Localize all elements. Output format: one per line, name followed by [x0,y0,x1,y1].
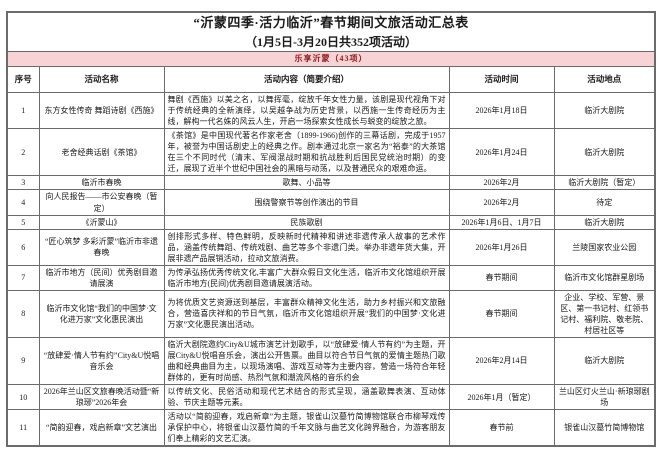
activity-content-cell: 临沂大剧院邀约City&U城市演艺计划歌手，以“放肆爱·情人节有约”为主题，开展… [163,336,450,385]
activity-place-cell: 临沂大剧院 [553,128,656,177]
row-number-cell: 6 [6,228,40,266]
activity-time-cell: 2026年2月 [448,175,555,191]
activity-content-cell: 歌舞、小品等 [163,175,450,191]
activity-time-cell: 春节前 [448,409,555,447]
activity-time-cell: 2026年1月6日、1月7日 [448,214,555,230]
title-row: “沂蒙四季·活力临沂”春节期间文旅活动汇总表 （1月5日-3月20日共352项活… [6,11,656,53]
activity-summary-table: “沂蒙四季·活力临沂”春节期间文旅活动汇总表 （1月5日-3月20日共352项活… [6,11,657,448]
header-row: 序号 活动名称 活动内容（简要介绍） 活动时间 活动地点 [6,65,656,94]
row-number-cell: 4 [6,189,40,216]
activity-time-cell: 2026年1月26日 [448,228,555,266]
activity-content-cell: 《茶馆》是中国现代著名作家老舍（1899-1966)创作的三幕话剧，完成于195… [163,128,450,177]
activity-place-cell: 临沂大剧院（暂定） [553,175,656,191]
activity-name-cell: 东方女性传奇 舞蹈诗剧《西施》 [38,92,165,130]
activity-place-cell: 临沂大剧院 [553,336,656,385]
table-row: 5 《沂蒙山》 民族歌剧 2026年1月6日、1月7日 临沂大剧院 [6,214,656,230]
row-number-cell: 2 [6,128,40,177]
table-row: 4 向人民报告——市公安春晚（暂定） 围绕警察节等创作演出的节目 2026年2月… [6,189,656,216]
column-header-time: 活动时间 [448,65,555,94]
activity-place-cell: 临沂大剧院 [553,214,656,230]
activity-content-cell: 以传统文化、民俗活动和现代艺术结合的形式呈现，涵盖歌舞表演、互动体验、节庆主题等… [163,383,450,411]
column-header-name: 活动名称 [38,65,165,94]
activity-name-cell: “匠心筑梦 多彩沂蒙”临沂市非遗春晚 [38,228,165,266]
table-row: 10 2026年兰山区文旅春晚活动暨“新琅琊”2026年会 以传统文化、民俗活动… [6,383,656,411]
row-number-cell: 7 [6,264,40,291]
table-row: 7 临沂市地方（民间）优秀剧目邀请展演 为传承弘扬优秀传统文化,丰富广大群众假日… [6,264,656,291]
activity-content-cell: 舞剧《西施》以美之名，以舞挥毫，绽放千年女性力量，该剧是现代视角下对于传统经典的… [163,92,450,130]
activity-place-cell: 临沂市文化馆群星剧场 [553,264,656,291]
activity-content-cell: 为传承弘扬优秀传统文化,丰富广大群众假日文化生活，临沂市文化馆组织开展临沂市地方… [163,264,450,291]
row-number-cell: 9 [6,336,40,385]
section-banner: 乐享沂蒙（43项） [6,51,656,67]
row-number-cell: 1 [6,92,40,130]
section-banner-row: 乐享沂蒙（43项） [6,51,656,67]
activity-content-cell: 围绕警察节等创作演出的节目 [163,189,450,216]
row-number-cell: 8 [6,289,40,338]
activity-time-cell: 2026年1月18日 [448,92,555,130]
table-row: 6 “匠心筑梦 多彩沂蒙”临沂市非遗春晚 创排形式多样、特色鲜明，反映新时代精神… [6,228,656,266]
activity-place-cell: 兰山区灯火兰山·新琅琊剧场 [553,383,656,411]
activity-place-cell: 待定 [553,189,656,216]
table-row: 11 “简韵迎春，戏启新章”文艺演出 活动以“简韵迎春，戏启新章”为主题，银雀山… [6,409,656,447]
activity-time-cell: 2026年2月 [448,189,555,216]
table-row: 2 老舍经典话剧《茶馆》 《茶馆》是中国现代著名作家老舍（1899-1966)创… [6,128,656,177]
activity-name-cell: 2026年兰山区文旅春晚活动暨“新琅琊”2026年会 [38,383,165,411]
activity-name-cell: 老舍经典话剧《茶馆》 [38,128,165,177]
table-row: 1 东方女性传奇 舞蹈诗剧《西施》 舞剧《西施》以美之名，以舞挥毫，绽放千年女性… [6,92,656,130]
activity-name-cell: 临沂市文化馆“我们的中国梦·文化进万家”文化惠民演出 [38,289,165,338]
activity-content-cell: 创排形式多样、特色鲜明，反映新时代精神和讲述非遗传承人故事的艺术作品，涵盖传统舞… [163,228,450,266]
title-cell: “沂蒙四季·活力临沂”春节期间文旅活动汇总表 （1月5日-3月20日共352项活… [6,11,656,53]
activity-name-cell: 向人民报告——市公安春晚（暂定） [38,189,165,216]
activity-place-cell: 企业、学校、军营、景区、第一书记村、红领书记村、福利院、敬老院、村居社区等 [553,289,656,338]
activity-time-cell: 2026年1月24日 [448,128,555,177]
table-row: 8 临沂市文化馆“我们的中国梦·文化进万家”文化惠民演出 为将优质文艺资源送到基… [6,289,656,338]
activity-time-cell: 春节期间 [448,289,555,338]
activity-place-cell: 兰陵国家农业公园 [553,228,656,266]
activity-name-cell: 《沂蒙山》 [38,214,165,230]
activity-content-cell: 民族歌剧 [163,214,450,230]
table-title: “沂蒙四季·活力临沂”春节期间文旅活动汇总表 [193,15,469,30]
row-number-cell: 5 [6,214,40,230]
table-row: 3 临沂市春晚 歌舞、小品等 2026年2月 临沂大剧院（暂定） [6,175,656,191]
column-header-no: 序号 [6,65,40,94]
column-header-content: 活动内容（简要介绍） [163,65,450,94]
row-number-cell: 10 [6,383,40,411]
activity-content-cell: 为将优质文艺资源送到基层，丰富群众精神文化生活，助力乡村振兴和文旅融合，营造喜庆… [163,289,450,338]
activity-name-cell: 临沂市春晚 [38,175,165,191]
table-row: 9 “放肆爱·情人节有约”City&U悦唱音乐会 临沂大剧院邀约City&U城市… [6,336,656,385]
column-header-place: 活动地点 [553,65,656,94]
row-number-cell: 3 [6,175,40,191]
activity-place-cell: 银雀山汉墓竹简博物馆 [553,409,656,447]
activity-name-cell: “放肆爱·情人节有约”City&U悦唱音乐会 [38,336,165,385]
activity-name-cell: 临沂市地方（民间）优秀剧目邀请展演 [38,264,165,291]
activity-place-cell: 临沂大剧院 [553,92,656,130]
row-number-cell: 11 [6,409,40,447]
activity-time-cell: 2026年1月（暂定） [448,383,555,411]
activity-time-cell: 春节期间 [448,264,555,291]
activity-content-cell: 活动以“简韵迎春，戏启新章”为主题，银雀山汉墓竹简博物馆联合市柳琴戏传承保护中心… [163,409,450,447]
activity-name-cell: “简韵迎春，戏启新章”文艺演出 [38,409,165,447]
activity-time-cell: 2026年2月14日 [448,336,555,385]
table-subtitle: （1月5日-3月20日共352项活动） [245,34,418,49]
